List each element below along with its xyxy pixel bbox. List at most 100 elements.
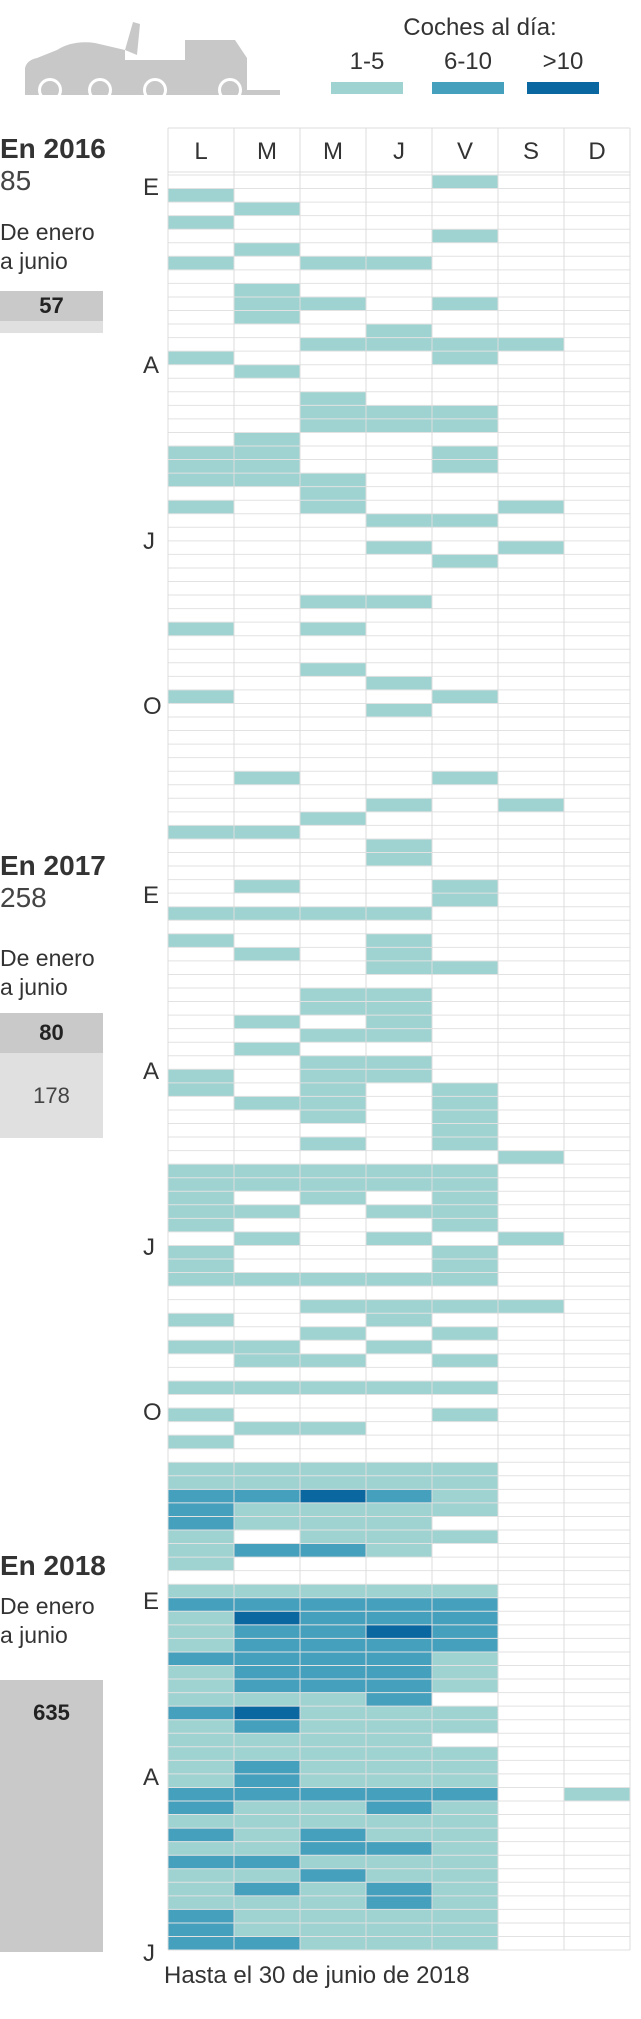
heatmap-cell: [432, 893, 498, 907]
month-label-oct-2016: O: [143, 693, 162, 720]
heatmap-cell: [366, 1313, 432, 1327]
month-label-jul-2018: J: [143, 1940, 155, 1967]
heatmap-cell: [234, 1665, 300, 1680]
heatmap-cell: [432, 405, 498, 419]
heatmap-cell: [432, 1082, 498, 1097]
heatmap-cell: [234, 1868, 300, 1883]
heatmap-cell: [366, 1204, 432, 1219]
heatmap-cell: [234, 1353, 300, 1368]
heatmap-cell: [300, 1611, 366, 1625]
year-subtitle-2017: De enero a junio: [0, 945, 95, 1000]
heatmap-cell: [432, 771, 498, 785]
jan-jun-count-2017: 80: [0, 1013, 103, 1053]
heatmap-cell: [234, 1340, 300, 1354]
heatmap-cell: [432, 229, 498, 243]
heatmap-cell: [300, 1326, 366, 1341]
heatmap-cell: [366, 1475, 432, 1490]
heatmap-cell: [366, 960, 432, 975]
heatmap-cell: [234, 446, 300, 460]
heatmap-cell: [234, 1231, 300, 1246]
heatmap-cell: [300, 595, 366, 609]
heatmap-cell: [432, 175, 498, 189]
heatmap-cell: [366, 1828, 432, 1842]
heatmap-cell: [234, 1624, 300, 1639]
day-label-tue: M: [257, 138, 277, 165]
heatmap-cell: [168, 1584, 234, 1598]
heatmap-cell: [366, 1882, 432, 1896]
heatmap-cell: [300, 1651, 366, 1666]
month-label-apr-2018: A: [143, 1764, 160, 1791]
heatmap-cell: [366, 1760, 432, 1774]
month-label-jan-2018: E: [143, 1588, 160, 1615]
heatmap-cell: [300, 811, 366, 826]
heatmap-cell: [234, 1638, 300, 1652]
heatmap-cell: [168, 1435, 234, 1449]
heatmap-cell: [366, 540, 432, 555]
day-label-wed: M: [323, 138, 343, 165]
heatmap-cell: [432, 1868, 498, 1883]
heatmap-cell: [366, 1584, 432, 1598]
heatmap-cell: [234, 1719, 300, 1734]
heatmap-cell: [234, 1204, 300, 1219]
heatmap-cell: [300, 1692, 366, 1707]
heatmap-cell: [234, 825, 300, 839]
heatmap-cell: [300, 1706, 366, 1720]
legend-title: Coches al día:: [403, 14, 557, 41]
heatmap-cell: [366, 1462, 432, 1476]
heatmap-cell: [432, 1801, 498, 1815]
month-label-apr-2016: A: [143, 352, 160, 379]
heatmap-cell: [432, 351, 498, 365]
heatmap-cell: [300, 1584, 366, 1598]
heatmap-cell: [432, 1502, 498, 1517]
month-label-jul-2017: J: [143, 1234, 155, 1261]
heatmap-cell: [234, 1679, 300, 1693]
heatmap-cell: [168, 1638, 234, 1652]
day-label-sat: S: [522, 138, 539, 165]
heatmap-cell: [498, 540, 564, 555]
heatmap-cell: [300, 1882, 366, 1896]
heatmap-cell: [168, 1069, 234, 1083]
heatmap-cell: [234, 1841, 300, 1856]
heatmap-cell: [168, 906, 234, 921]
heatmap-cell: [168, 1489, 234, 1503]
heatmap-cell: [300, 1801, 366, 1815]
heatmap-cell: [300, 622, 366, 636]
heatmap-cell: [432, 879, 498, 894]
heatmap-cell: [432, 1475, 498, 1490]
heatmap-cell: [366, 1516, 432, 1530]
heatmap-cell: [300, 1746, 366, 1761]
heatmap-cell: [234, 906, 300, 921]
heatmap-cell: [300, 1177, 366, 1192]
legend-swatch-over-10: [527, 82, 599, 94]
heatmap-cell: [432, 1719, 498, 1734]
heatmap-cell: [366, 947, 432, 961]
heatmap-cell: [300, 1069, 366, 1083]
heatmap-cell: [168, 1801, 234, 1815]
heatmap-cell: [432, 1299, 498, 1314]
heatmap-cell: [366, 1936, 432, 1951]
heatmap-cell: [300, 1516, 366, 1530]
heatmap-cell: [168, 1665, 234, 1680]
heatmap-cell: [234, 242, 300, 257]
heatmap-cell: [366, 1733, 432, 1747]
heatmap-cell: [168, 1516, 234, 1530]
heatmap-cell: [168, 1855, 234, 1869]
heatmap-cell: [168, 1408, 234, 1422]
heatmap-cell: [366, 1611, 432, 1625]
year-subtitle-2016: De enero a junio: [0, 219, 95, 274]
heatmap-cell: [168, 256, 234, 270]
heatmap-cell: [168, 1543, 234, 1558]
footnote: Hasta el 30 de junio de 2018: [164, 1962, 470, 1989]
heatmap-cell: [300, 1489, 366, 1503]
heatmap-cell: [234, 283, 300, 297]
heatmap-cell: [168, 1272, 234, 1287]
heatmap-cell: [366, 1489, 432, 1503]
month-label-apr-2017: A: [143, 1058, 160, 1085]
heatmap-cell: [168, 1679, 234, 1693]
heatmap-cell: [168, 1380, 234, 1395]
heatmap-cell: [366, 324, 432, 338]
heatmap-cell: [366, 1746, 432, 1761]
day-label-sun: D: [588, 138, 606, 165]
heatmap-cell: [300, 1001, 366, 1016]
heatmap-cell: [234, 879, 300, 894]
